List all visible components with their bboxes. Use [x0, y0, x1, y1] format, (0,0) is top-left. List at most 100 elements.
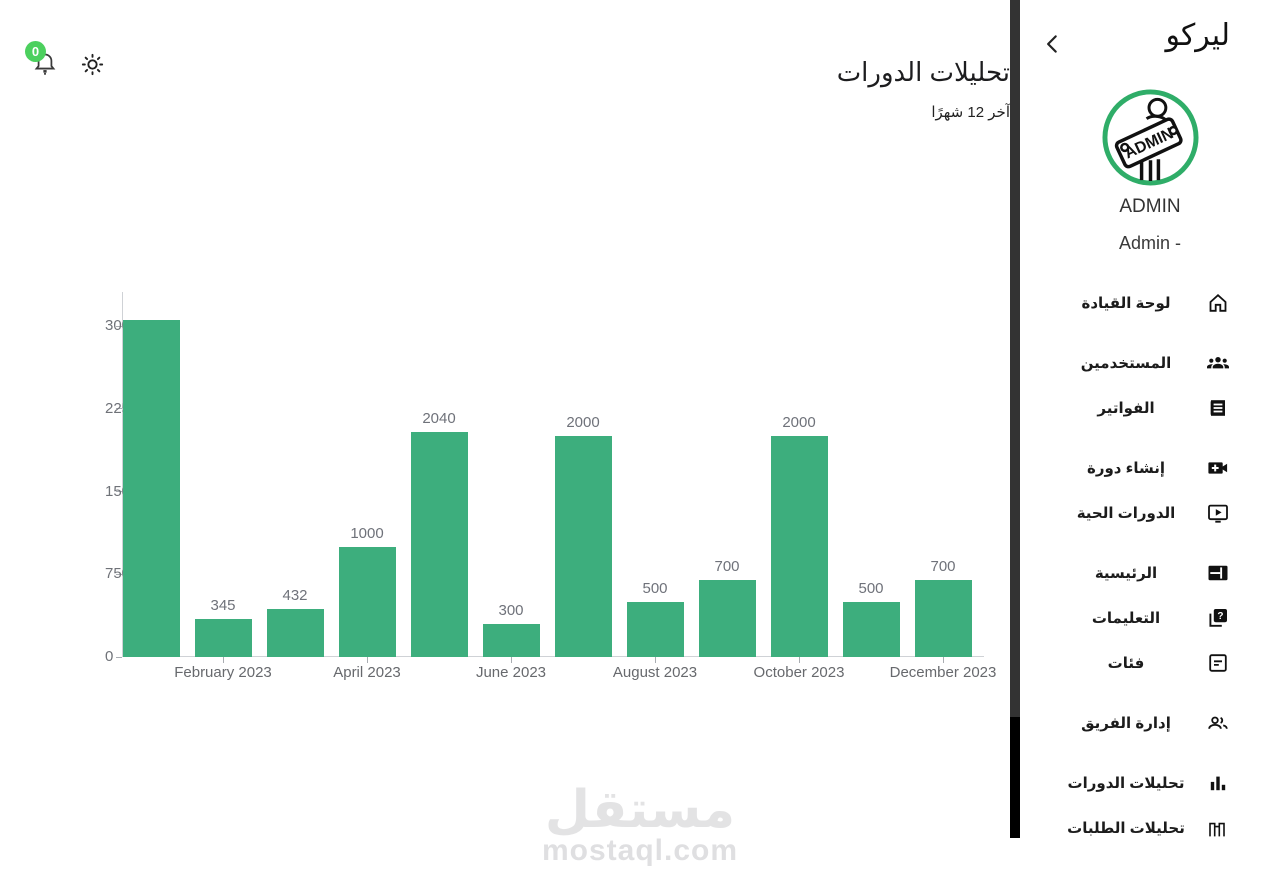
users-icon: [1206, 351, 1230, 375]
article-icon: [1206, 651, 1230, 675]
bar[interactable]: [842, 601, 900, 657]
watermark-latin: mostaql.com: [541, 834, 739, 867]
bar[interactable]: [194, 618, 252, 657]
bar[interactable]: [410, 431, 468, 657]
sidebar-item-categories[interactable]: فئات: [1020, 640, 1280, 685]
sidebar: ليركو ADMIN: [1020, 0, 1280, 886]
bar[interactable]: [338, 546, 396, 657]
bar-value-label: 700: [930, 557, 956, 575]
page-title: تحليلات الدورات: [836, 57, 1010, 87]
x-axis-tick: [366, 657, 368, 663]
sidebar-item-instructions[interactable]: ? التعليمات: [1020, 595, 1280, 640]
bar-value-label: 700: [714, 557, 740, 575]
bar[interactable]: [770, 436, 828, 657]
bar-value-label: 2000: [566, 414, 600, 432]
y-axis-tick: [116, 573, 122, 575]
bar[interactable]: [698, 579, 756, 657]
profile-block: ADMIN ADMIN Admin -: [1020, 88, 1280, 254]
sidebar-item-label: الفواتير: [1097, 399, 1155, 417]
group-icon: [1206, 711, 1230, 735]
y-axis-label: 0: [105, 648, 114, 665]
bar-value-label: 2040: [422, 409, 456, 427]
web-icon: [1206, 561, 1230, 585]
bar-value-label: 500: [642, 579, 668, 597]
x-axis-tick: [942, 657, 944, 663]
chevron-left-icon: [1040, 35, 1066, 61]
x-axis-tick: [654, 657, 656, 663]
bar[interactable]: [266, 609, 324, 657]
sidebar-menu-group: المستخدمين الفواتير: [1020, 340, 1280, 430]
sidebar-item-dashboard[interactable]: لوحة القيادة: [1020, 280, 1280, 325]
bar-value-label: 345: [210, 596, 236, 614]
y-axis-tick: [116, 325, 122, 327]
svg-text:?: ?: [1217, 611, 1223, 622]
sidebar-item-label: فئات: [1107, 654, 1145, 672]
y-axis-tick: [116, 656, 122, 658]
x-axis-label: December 2023: [889, 664, 997, 681]
sidebar-menu-group: تحليلات الدورات تحليلات الطلبات: [1020, 760, 1280, 850]
bar-value-label: 432: [282, 587, 308, 605]
sidebar-scrollbar[interactable]: [1010, 0, 1020, 838]
bar[interactable]: [626, 601, 684, 657]
x-axis-line: [122, 656, 984, 657]
profile-name: ADMIN: [1119, 196, 1181, 217]
x-axis-tick: [222, 657, 224, 663]
sidebar-item-label: تحليلات الطلبات: [1067, 819, 1185, 837]
bar[interactable]: [482, 623, 540, 657]
sidebar-item-course-analytics[interactable]: تحليلات الدورات: [1020, 760, 1280, 805]
x-axis-label: August 2023: [612, 664, 698, 681]
sidebar-item-label: الدورات الحية: [1076, 504, 1176, 522]
home-icon: [1206, 291, 1230, 315]
avatar: ADMIN: [1101, 88, 1200, 187]
sidebar-item-label: الرئيسية: [1094, 564, 1158, 582]
sidebar-item-label: إنشاء دورة: [1086, 459, 1166, 477]
x-axis-tick: [798, 657, 800, 663]
chart-columns-icon: [1206, 816, 1230, 840]
y-axis-tick: [116, 408, 122, 410]
sidebar-item-users[interactable]: المستخدمين: [1020, 340, 1280, 385]
sun-icon: [79, 53, 106, 82]
bar[interactable]: [122, 320, 180, 657]
x-axis-label: April 2023: [333, 664, 401, 681]
sidebar-item-create-course[interactable]: إنشاء دورة: [1020, 445, 1280, 490]
sidebar-item-label: المستخدمين: [1080, 354, 1172, 372]
x-axis-label: October 2023: [753, 664, 845, 681]
collapse-sidebar-button[interactable]: [1040, 31, 1066, 57]
bar-chart-icon: [1206, 771, 1230, 795]
sidebar-item-label: التعليمات: [1091, 609, 1161, 627]
sidebar-item-main[interactable]: الرئيسية: [1020, 550, 1280, 595]
notification-badge: 0: [25, 41, 46, 62]
page-header: تحليلات الدورات آخر 12 شهرًا: [837, 57, 1010, 121]
smart-display-icon: [1206, 501, 1230, 525]
x-axis-tick: [510, 657, 512, 663]
sidebar-item-label: إدارة الفريق: [1081, 714, 1171, 732]
scrollbar-thumb[interactable]: [1010, 717, 1020, 838]
sidebar-menu-group: إنشاء دورة الدورات الحية: [1020, 445, 1280, 535]
sidebar-item-team-management[interactable]: إدارة الفريق: [1020, 700, 1280, 745]
theme-toggle-button[interactable]: [79, 51, 106, 78]
y-axis-tick: [116, 491, 122, 492]
x-axis-label: June 2023: [475, 664, 547, 681]
invoices-icon: [1206, 396, 1230, 420]
sidebar-item-invoices[interactable]: الفواتير: [1020, 385, 1280, 430]
notifications-button[interactable]: 0: [25, 41, 59, 78]
brand-title: ليركو: [1165, 19, 1230, 52]
sidebar-item-orders-analytics[interactable]: تحليلات الطلبات: [1020, 805, 1280, 850]
bar-value-label: 1000: [350, 524, 384, 542]
sidebar-item-live-courses[interactable]: الدورات الحية: [1020, 490, 1280, 535]
bell-icon: [31, 53, 59, 82]
watermark: مستقل mostaql.com: [540, 784, 740, 868]
watermark-arabic: مستقل: [544, 781, 736, 839]
profile-role: Admin -: [1118, 233, 1181, 253]
bar[interactable]: [914, 579, 972, 657]
x-axis-label: February 2023: [174, 664, 272, 681]
bar-chart: 0750150022503000345February 20234321000A…: [105, 292, 996, 681]
bar[interactable]: [554, 436, 612, 657]
bar-value-label: 500: [858, 579, 884, 597]
quiz-icon: ?: [1206, 606, 1230, 630]
sidebar-header: ليركو: [1020, 0, 1280, 88]
sidebar-menu: لوحة القيادة المستخدمين الفواتير إنشاء دورة…: [1020, 280, 1280, 850]
bar-value-label: 2000: [782, 414, 816, 432]
sidebar-item-label: لوحة القيادة: [1081, 294, 1171, 312]
